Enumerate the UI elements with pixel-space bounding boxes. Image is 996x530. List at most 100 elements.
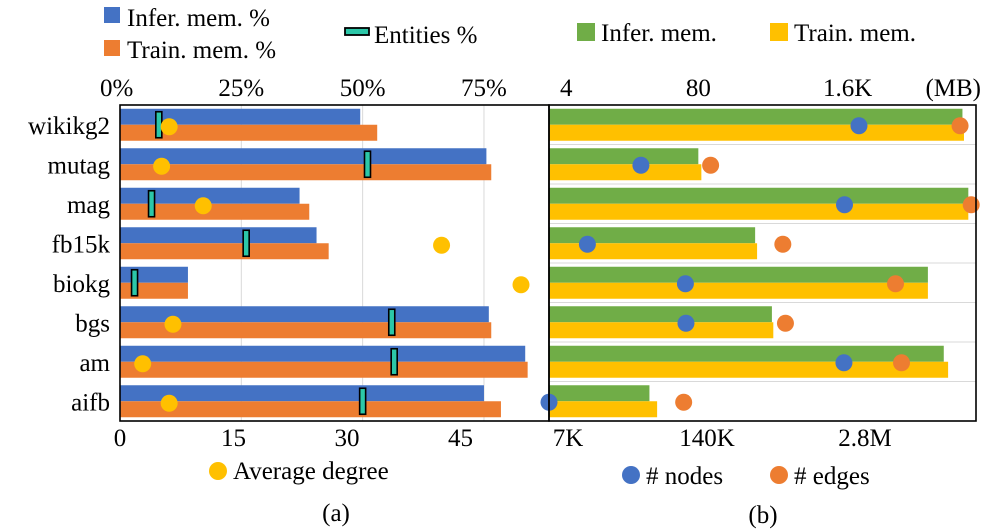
category-label-fb15k: fb15k (52, 231, 111, 258)
chart-a-avg-degree-bgs (164, 315, 182, 333)
legend-swatch-train-mem-pct (104, 40, 120, 56)
chart-b-top-tick-label: 1.6K (823, 75, 872, 102)
chart-a-bar-train-fb15k (120, 243, 329, 260)
legend-label-infer-mem-pct: Infer. mem. % (127, 5, 270, 32)
chart-a-bar-infer-am (120, 345, 526, 362)
chart-a-bottom-tick-label: 30 (334, 425, 359, 452)
chart-a-bar-train-biokg (120, 282, 188, 299)
chart-b-bar-infer-wikikg2 (549, 108, 963, 125)
chart-b-bar-train-am (549, 361, 949, 378)
chart-a-top-tick-label: 0% (100, 75, 133, 102)
legend-label-train-mem: Train. mem. (794, 20, 916, 47)
chart-b-edges-mag (962, 196, 980, 214)
chart-b-bar-train-mag (549, 203, 969, 220)
legend-swatch-entities-pct (344, 27, 370, 36)
chart-a-bar-infer-fb15k (120, 227, 317, 244)
chart-b-caption: (b) (748, 502, 777, 529)
chart-b-edges-bgs (776, 314, 794, 332)
chart-b-bar-infer-am (549, 345, 944, 362)
chart-b-edges-mutag (702, 156, 720, 174)
chart-b-nodes-biokg (676, 275, 694, 293)
legend-label-nodes: # nodes (646, 463, 723, 490)
chart-a-bottom-tick-label: 0 (114, 425, 127, 452)
chart-b-bar-train-wikikg2 (549, 124, 964, 141)
chart-b-edges-biokg (887, 275, 905, 293)
chart-b-top-tick-label: 80 (686, 75, 711, 102)
chart-a-bar-train-mag (120, 203, 310, 220)
chart-a-avg-degree-wikikg2 (160, 118, 178, 136)
chart-b-nodes-mutag (632, 156, 650, 174)
chart-a-bar-train-aifb (120, 401, 501, 418)
category-label-mutag: mutag (48, 152, 111, 179)
chart-a-bar-train-wikikg2 (120, 124, 378, 141)
chart-b-bottom-tick-label: 140K (679, 425, 735, 452)
chart-a-bar-infer-wikikg2 (120, 108, 361, 125)
chart-b-nodes-mag (836, 196, 854, 214)
chart-a-top-tick-label: 25% (218, 75, 264, 102)
legend-label-average-degree: Average degree (233, 458, 389, 485)
chart-b-bar-infer-mutag (549, 148, 699, 165)
chart-b-bar-infer-biokg (549, 266, 928, 283)
legend-swatch-edges (770, 466, 788, 484)
chart-b-nodes-bgs (677, 314, 695, 332)
chart-b-nodes-fb15k (578, 235, 596, 253)
legend-label-entities-pct: Entities % (374, 22, 477, 49)
chart-b-plot-frame (548, 104, 977, 422)
chart-b-edges-fb15k (774, 235, 792, 253)
chart-b-nodes-am (835, 354, 853, 372)
chart-a-top-tick-label: 75% (461, 75, 507, 102)
chart-a-bottom-axis: 0 15 30 45 (114, 425, 473, 452)
chart-b-bottom-axis: 7K 140K 2.8M (553, 425, 892, 452)
legend-label-edges: # edges (794, 463, 870, 490)
chart-a-bar-infer-mag (120, 187, 300, 204)
chart-a-bar-train-am (120, 361, 528, 378)
category-label-mag: mag (67, 192, 111, 219)
legend-swatch-train-mem (770, 23, 788, 41)
chart-b-bar-train-fb15k (549, 243, 758, 260)
chart-a-bar-train-bgs (120, 322, 492, 339)
chart-b-legend: Infer. mem. Train. mem. # nodes # edges (577, 20, 916, 490)
legend-label-infer-mem: Infer. mem. (601, 20, 717, 47)
category-label-bgs: bgs (75, 310, 110, 337)
chart-a-bar-infer-mutag (120, 148, 487, 165)
chart-b-bottom-tick-label: 2.8M (838, 425, 891, 452)
chart-b-edges-am (893, 354, 911, 372)
chart-a-entities-mutag (363, 150, 372, 179)
chart-a-entities-fb15k (242, 229, 250, 258)
chart-a-bottom-tick-label: 15 (221, 425, 246, 452)
legend-swatch-nodes (622, 466, 640, 484)
chart-a-avg-degree-am (134, 355, 152, 373)
chart-b-bottom-tick-label: 7K (553, 425, 584, 452)
chart-a-avg-degree-mutag (153, 157, 171, 175)
chart-a-bottom-tick-label: 45 (448, 425, 473, 452)
legend-swatch-average-degree (209, 462, 227, 480)
chart-b-top-axis: 4 80 1.6K (560, 75, 872, 102)
chart-a-entities-biokg (130, 268, 139, 297)
chart-a-avg-degree-mag (194, 197, 212, 215)
legend-label-train-mem-pct: Train. mem. % (127, 37, 276, 64)
chart-a-bar-infer-bgs (120, 306, 489, 323)
chart-a-caption: (a) (322, 500, 350, 527)
chart-b-gridlines (549, 144, 976, 382)
chart-b-edges-aifb (675, 393, 693, 411)
chart-a-entities-bgs (387, 308, 396, 337)
chart-b-bar-train-aifb (549, 401, 658, 418)
chart-a-entities-mag (147, 189, 156, 218)
chart-a-top-tick-label: 50% (340, 75, 386, 102)
chart-b-bar-infer-mag (549, 187, 969, 204)
category-label-am: am (79, 350, 110, 377)
chart-a-entities-aifb (358, 387, 367, 416)
category-label-wikikg2: wikikg2 (28, 113, 110, 140)
chart-a-avg-degree-aifb (160, 394, 178, 412)
chart-a-avg-degree-fb15k (433, 236, 451, 254)
chart-b-bar-train-bgs (549, 322, 774, 339)
chart-b-edges-wikikg2 (951, 117, 969, 135)
chart-a-avg-degree-biokg (512, 276, 530, 294)
legend-swatch-infer-mem (577, 23, 595, 41)
chart-a-legend: Infer. mem. % Train. mem. % Entities % A… (104, 5, 477, 485)
chart-b-top-axis-unit: (MB) (925, 75, 981, 102)
chart-a-bar-train-mutag (120, 164, 492, 181)
chart-b-bar-train-mutag (549, 164, 702, 181)
chart-a-bar-infer-biokg (120, 266, 188, 283)
